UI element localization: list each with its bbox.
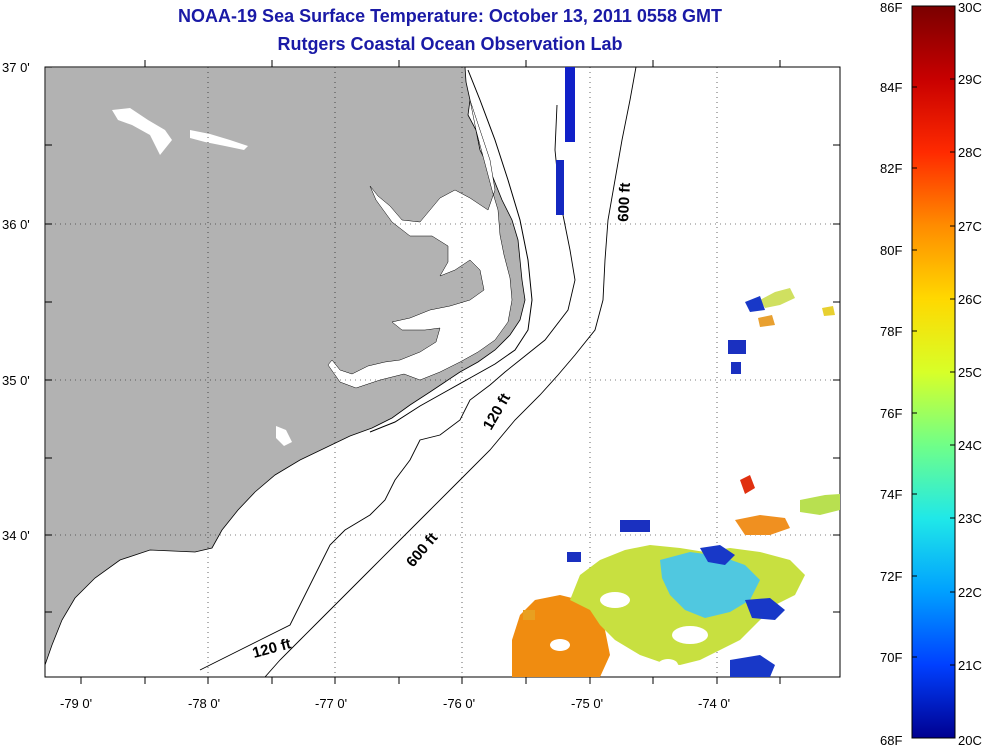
contour-label: 600 ft xyxy=(615,182,634,222)
colorbar-label-c: 29C xyxy=(958,72,982,87)
lon-label: -79 0' xyxy=(60,696,93,711)
lat-label: 34 0' xyxy=(2,528,30,543)
lon-label: -78 0' xyxy=(188,696,221,711)
sst-patch-cold xyxy=(730,655,775,677)
colorbar-label-f: 68F xyxy=(880,733,903,748)
river xyxy=(190,130,248,150)
sst-patch-warm xyxy=(735,515,790,535)
axis-ticks xyxy=(45,60,840,684)
sst-patch-hot xyxy=(740,475,755,494)
colorbar-label-f: 74F xyxy=(880,487,903,502)
sst-patch-cold xyxy=(745,598,785,620)
sst-patch-mid xyxy=(760,288,795,308)
colorbar-label-c: 22C xyxy=(958,585,982,600)
sst-patch-cold xyxy=(731,362,741,374)
colorbar-label-c: 26C xyxy=(958,292,982,307)
lon-label: -75 0' xyxy=(571,696,604,711)
water-body xyxy=(327,99,513,389)
river xyxy=(276,426,292,446)
cloud-gap xyxy=(550,639,570,651)
sst-patch-cold xyxy=(745,296,765,312)
colorbar-ticks xyxy=(912,78,955,666)
lat-label: 35 0' xyxy=(2,373,30,388)
colorbar-label-c: 23C xyxy=(958,511,982,526)
sst-patch-warm xyxy=(758,315,775,327)
lon-label: -74 0' xyxy=(698,696,731,711)
colorbar-label-f: 80F xyxy=(880,243,903,258)
colorbar-label-f: 82F xyxy=(880,161,903,176)
sst-patch-warm xyxy=(523,610,535,620)
lat-label: 36 0' xyxy=(2,217,30,232)
colorbar xyxy=(911,5,956,739)
sst-patch-cold xyxy=(700,545,735,565)
colorbar-label-f: 78F xyxy=(880,324,903,339)
colorbar-label-c: 20C xyxy=(958,733,982,748)
sst-patch xyxy=(556,160,564,215)
contour-600ft xyxy=(264,66,637,678)
lon-label: -77 0' xyxy=(315,696,348,711)
cloud-gap xyxy=(672,626,708,644)
sst-patch-warm xyxy=(512,595,610,677)
sst-patch-cold xyxy=(728,340,746,354)
river xyxy=(112,108,172,155)
colorbar-label-f: 72F xyxy=(880,569,903,584)
grid-lines xyxy=(45,67,840,677)
colorbar-label-c: 24C xyxy=(958,438,982,453)
lon-label: -76 0' xyxy=(443,696,476,711)
colorbar-label-f: 86F xyxy=(880,0,903,15)
colorbar-label-f: 84F xyxy=(880,80,903,95)
sst-patch-cold xyxy=(567,552,581,562)
barrier-island xyxy=(369,69,533,433)
sst-patch-mid xyxy=(822,306,835,316)
sst-patch-mid xyxy=(800,494,840,515)
map-title: NOAA-19 Sea Surface Temperature: October… xyxy=(178,6,722,26)
cloud-gap xyxy=(658,659,678,671)
cloud-gap xyxy=(600,592,630,608)
colorbar-label-f: 76F xyxy=(880,406,903,421)
colorbar-label-c: 25C xyxy=(958,365,982,380)
sst-patch-cold xyxy=(620,520,650,532)
sst-patch-cool xyxy=(660,552,760,618)
colorbar-label-c: 21C xyxy=(958,658,982,673)
colorbar-label-c: 30C xyxy=(958,0,982,15)
contour-120ft xyxy=(199,104,576,671)
colorbar-label-c: 27C xyxy=(958,219,982,234)
colorbar-label-c: 28C xyxy=(958,145,982,160)
map-subtitle: Rutgers Coastal Ocean Observation Lab xyxy=(277,34,623,54)
colorbar-label-f: 70F xyxy=(880,650,903,665)
sst-patch xyxy=(565,67,575,142)
lat-label: 37 0' xyxy=(2,60,30,75)
